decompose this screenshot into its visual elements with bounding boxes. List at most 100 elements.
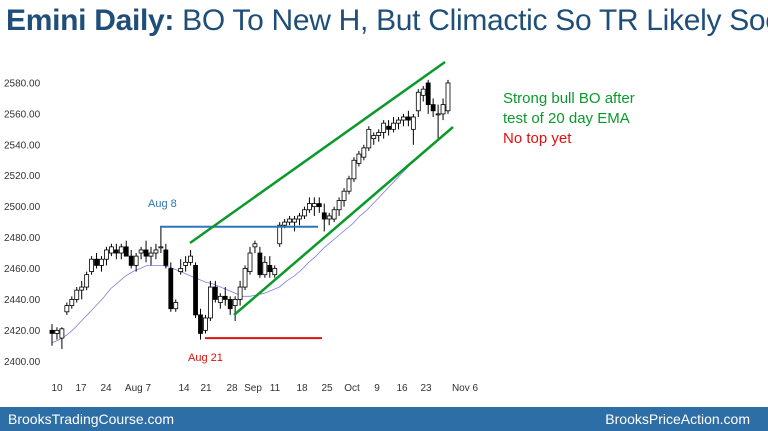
candle-body [257, 252, 263, 276]
candle-body [104, 249, 109, 260]
title-rest: BO To New H, But Climactic So TR Likely … [174, 4, 768, 37]
candle [118, 243, 124, 260]
x-tick-label: 23 [420, 383, 432, 394]
ema-line [51, 132, 449, 344]
candle-body [331, 209, 337, 220]
candle-body [232, 299, 238, 307]
channel-upper-line [189, 60, 446, 245]
candle-body [143, 249, 149, 257]
candle [222, 287, 228, 306]
candle [242, 265, 248, 291]
candles [49, 79, 451, 349]
x-tick-label: 11 [270, 383, 281, 394]
candle-body [351, 159, 357, 180]
candle-body [89, 258, 94, 272]
y-tick-label: 2560.00 [4, 109, 41, 120]
candle [396, 116, 401, 130]
candle-body [222, 295, 228, 300]
ema-20-line [51, 132, 449, 344]
x-tick-label: Aug 7 [125, 383, 152, 394]
footer-right: BrooksPriceAction.com [605, 411, 750, 427]
candle-body [198, 314, 203, 334]
candle [311, 197, 317, 216]
candle-body [292, 218, 297, 223]
candle-body [262, 261, 268, 276]
candle-body [84, 274, 90, 288]
candle-body [188, 255, 194, 263]
x-tick-label: Sep [244, 383, 262, 394]
x-tick-label: 25 [321, 383, 333, 394]
y-tick-label: 2500.00 [4, 202, 41, 213]
candle-body [252, 243, 258, 248]
candle-body [376, 132, 382, 136]
candle [203, 314, 208, 334]
candle [123, 240, 129, 257]
candle-body [326, 215, 332, 220]
y-axis: 2400.00 2420.00 2440.00 2460.00 2480.00 2500.… [4, 78, 41, 367]
candle-body [282, 221, 288, 226]
y-tick-label: 2420.00 [4, 326, 41, 337]
candle-body [336, 200, 342, 211]
candle [371, 132, 377, 145]
x-tick-label: 18 [296, 383, 308, 394]
candle-body [405, 116, 411, 121]
candle-body [212, 286, 218, 300]
candle [99, 256, 104, 272]
candle-body [178, 268, 184, 272]
candle [217, 293, 223, 309]
candle [94, 253, 99, 269]
candle-body [321, 212, 327, 220]
candle [440, 98, 446, 121]
candle [173, 299, 179, 312]
candle [133, 253, 139, 272]
candle [415, 89, 421, 117]
candle [336, 197, 342, 216]
candle-body [54, 329, 60, 334]
candle [237, 280, 243, 306]
candle [148, 246, 154, 266]
candle-body [445, 82, 451, 112]
candle [341, 188, 347, 207]
candle-body [158, 246, 164, 249]
candle-body [366, 128, 372, 149]
x-tick-label: 10 [51, 383, 63, 394]
candle [59, 327, 65, 349]
candle [104, 246, 109, 266]
candle [109, 243, 114, 257]
candle-body [118, 246, 124, 254]
candle [356, 150, 362, 167]
x-tick-label: 16 [396, 383, 408, 394]
y-tick-label: 2460.00 [4, 264, 41, 275]
bull-note-line: Strong bull BO after [503, 90, 635, 107]
candle [84, 271, 90, 291]
candle-body [391, 122, 396, 130]
candle-body [113, 249, 119, 254]
y-tick-label: 2540.00 [4, 140, 41, 151]
candle [381, 120, 387, 139]
candle [292, 215, 297, 232]
candle-body [267, 265, 273, 272]
candle-body [415, 91, 421, 112]
candle-body [277, 224, 283, 245]
candle-body [361, 147, 367, 158]
candle-body [207, 286, 213, 319]
candle [232, 296, 238, 322]
candle-body [237, 286, 243, 300]
channel-lower-line [233, 126, 454, 316]
trend-lines [160, 60, 454, 340]
candle [401, 113, 406, 127]
candle-body [410, 116, 416, 130]
candle [207, 280, 213, 322]
title-bold: Emini Daily: [6, 4, 175, 37]
candle [391, 116, 396, 133]
candle [143, 240, 149, 263]
candle [168, 262, 174, 312]
candle [69, 296, 75, 309]
candle [410, 113, 416, 145]
x-tick-label: 21 [200, 383, 212, 394]
candle [183, 256, 189, 272]
candle-body [49, 329, 55, 334]
no-top-note: No top yet [503, 130, 572, 147]
candle [321, 203, 327, 232]
candle-body [69, 299, 75, 307]
